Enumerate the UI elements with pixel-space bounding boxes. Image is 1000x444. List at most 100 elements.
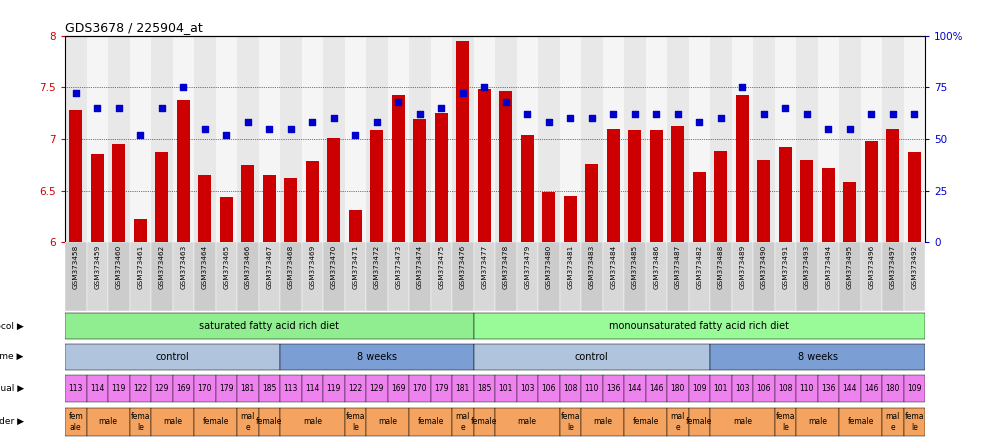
Text: male: male (98, 417, 118, 426)
Text: protocol ▶: protocol ▶ (0, 322, 24, 331)
Bar (538, 36, 560, 242)
Bar (65, 344, 280, 370)
Point (390, 98, 406, 105)
Bar (904, 375, 925, 402)
Text: male: male (163, 417, 182, 426)
Bar (280, 344, 474, 370)
Bar (860, 242, 882, 311)
Point (906, 111, 922, 118)
Bar (646, 36, 667, 242)
Bar (194, 408, 237, 436)
Point (799, 111, 815, 118)
Bar (130, 408, 151, 436)
Text: 114: 114 (90, 384, 104, 392)
Bar (865, 141, 878, 242)
Text: GSM373474: GSM373474 (417, 244, 423, 289)
Text: 170: 170 (413, 384, 427, 392)
Point (627, 111, 643, 118)
Text: 129: 129 (370, 384, 384, 392)
Bar (263, 175, 276, 242)
Point (648, 111, 664, 118)
Text: 180: 180 (886, 384, 900, 392)
Text: mal
e: mal e (456, 412, 470, 432)
Text: 8 weeks: 8 weeks (798, 352, 838, 362)
Text: 169: 169 (391, 384, 406, 392)
Bar (650, 130, 663, 242)
Text: GSM373478: GSM373478 (503, 244, 509, 289)
Bar (495, 36, 516, 242)
Bar (388, 375, 409, 402)
Bar (155, 152, 168, 242)
Bar (65, 408, 87, 436)
Point (369, 119, 385, 126)
Bar (818, 375, 839, 402)
Text: 101: 101 (714, 384, 728, 392)
Text: female: female (256, 417, 282, 426)
Bar (624, 375, 646, 402)
Text: GSM373483: GSM373483 (589, 244, 595, 289)
Bar (130, 242, 151, 311)
Text: male: male (733, 417, 752, 426)
Text: GSM373476: GSM373476 (460, 244, 466, 289)
Bar (646, 242, 667, 311)
Text: mal
e: mal e (241, 412, 255, 432)
Point (218, 131, 234, 138)
Point (304, 119, 320, 126)
Bar (258, 408, 280, 436)
Text: male: male (518, 417, 537, 426)
Text: GSM373488: GSM373488 (718, 244, 724, 289)
Text: GSM373494: GSM373494 (825, 244, 831, 289)
Point (347, 131, 363, 138)
Text: GSM373472: GSM373472 (374, 244, 380, 289)
Bar (732, 36, 753, 242)
Point (175, 83, 191, 91)
Bar (710, 36, 732, 242)
Text: GSM373487: GSM373487 (675, 244, 681, 289)
Bar (409, 408, 452, 436)
Text: GSM373461: GSM373461 (137, 244, 143, 289)
Bar (839, 408, 882, 436)
Point (842, 125, 858, 132)
Bar (602, 375, 624, 402)
Bar (366, 408, 409, 436)
Bar (370, 130, 383, 242)
Bar (349, 210, 362, 242)
Bar (177, 99, 190, 242)
Bar (130, 375, 151, 402)
Bar (602, 36, 624, 242)
Bar (306, 161, 319, 242)
Point (455, 90, 471, 97)
Bar (409, 242, 430, 311)
Bar (560, 36, 581, 242)
Text: 180: 180 (671, 384, 685, 392)
Bar (130, 36, 151, 242)
Bar (87, 375, 108, 402)
Bar (344, 375, 366, 402)
Bar (860, 375, 882, 402)
Bar (344, 36, 366, 242)
Text: female: female (202, 417, 229, 426)
Bar (435, 113, 448, 242)
Bar (237, 408, 258, 436)
Bar (882, 242, 904, 311)
Bar (151, 36, 173, 242)
Text: 169: 169 (176, 384, 190, 392)
Bar (581, 242, 602, 311)
Text: 146: 146 (649, 384, 664, 392)
Point (433, 104, 449, 111)
Text: GSM373473: GSM373473 (395, 244, 401, 289)
Bar (882, 375, 904, 402)
Bar (108, 375, 130, 402)
Bar (173, 375, 194, 402)
Text: GSM373497: GSM373497 (890, 244, 896, 289)
Point (541, 119, 557, 126)
Text: fema
le: fema le (346, 412, 365, 432)
Bar (134, 219, 147, 242)
Bar (452, 408, 474, 436)
Text: male: male (593, 417, 612, 426)
Bar (409, 36, 430, 242)
Bar (65, 36, 87, 242)
Bar (69, 110, 82, 242)
Bar (323, 242, 344, 311)
Bar (409, 375, 430, 402)
